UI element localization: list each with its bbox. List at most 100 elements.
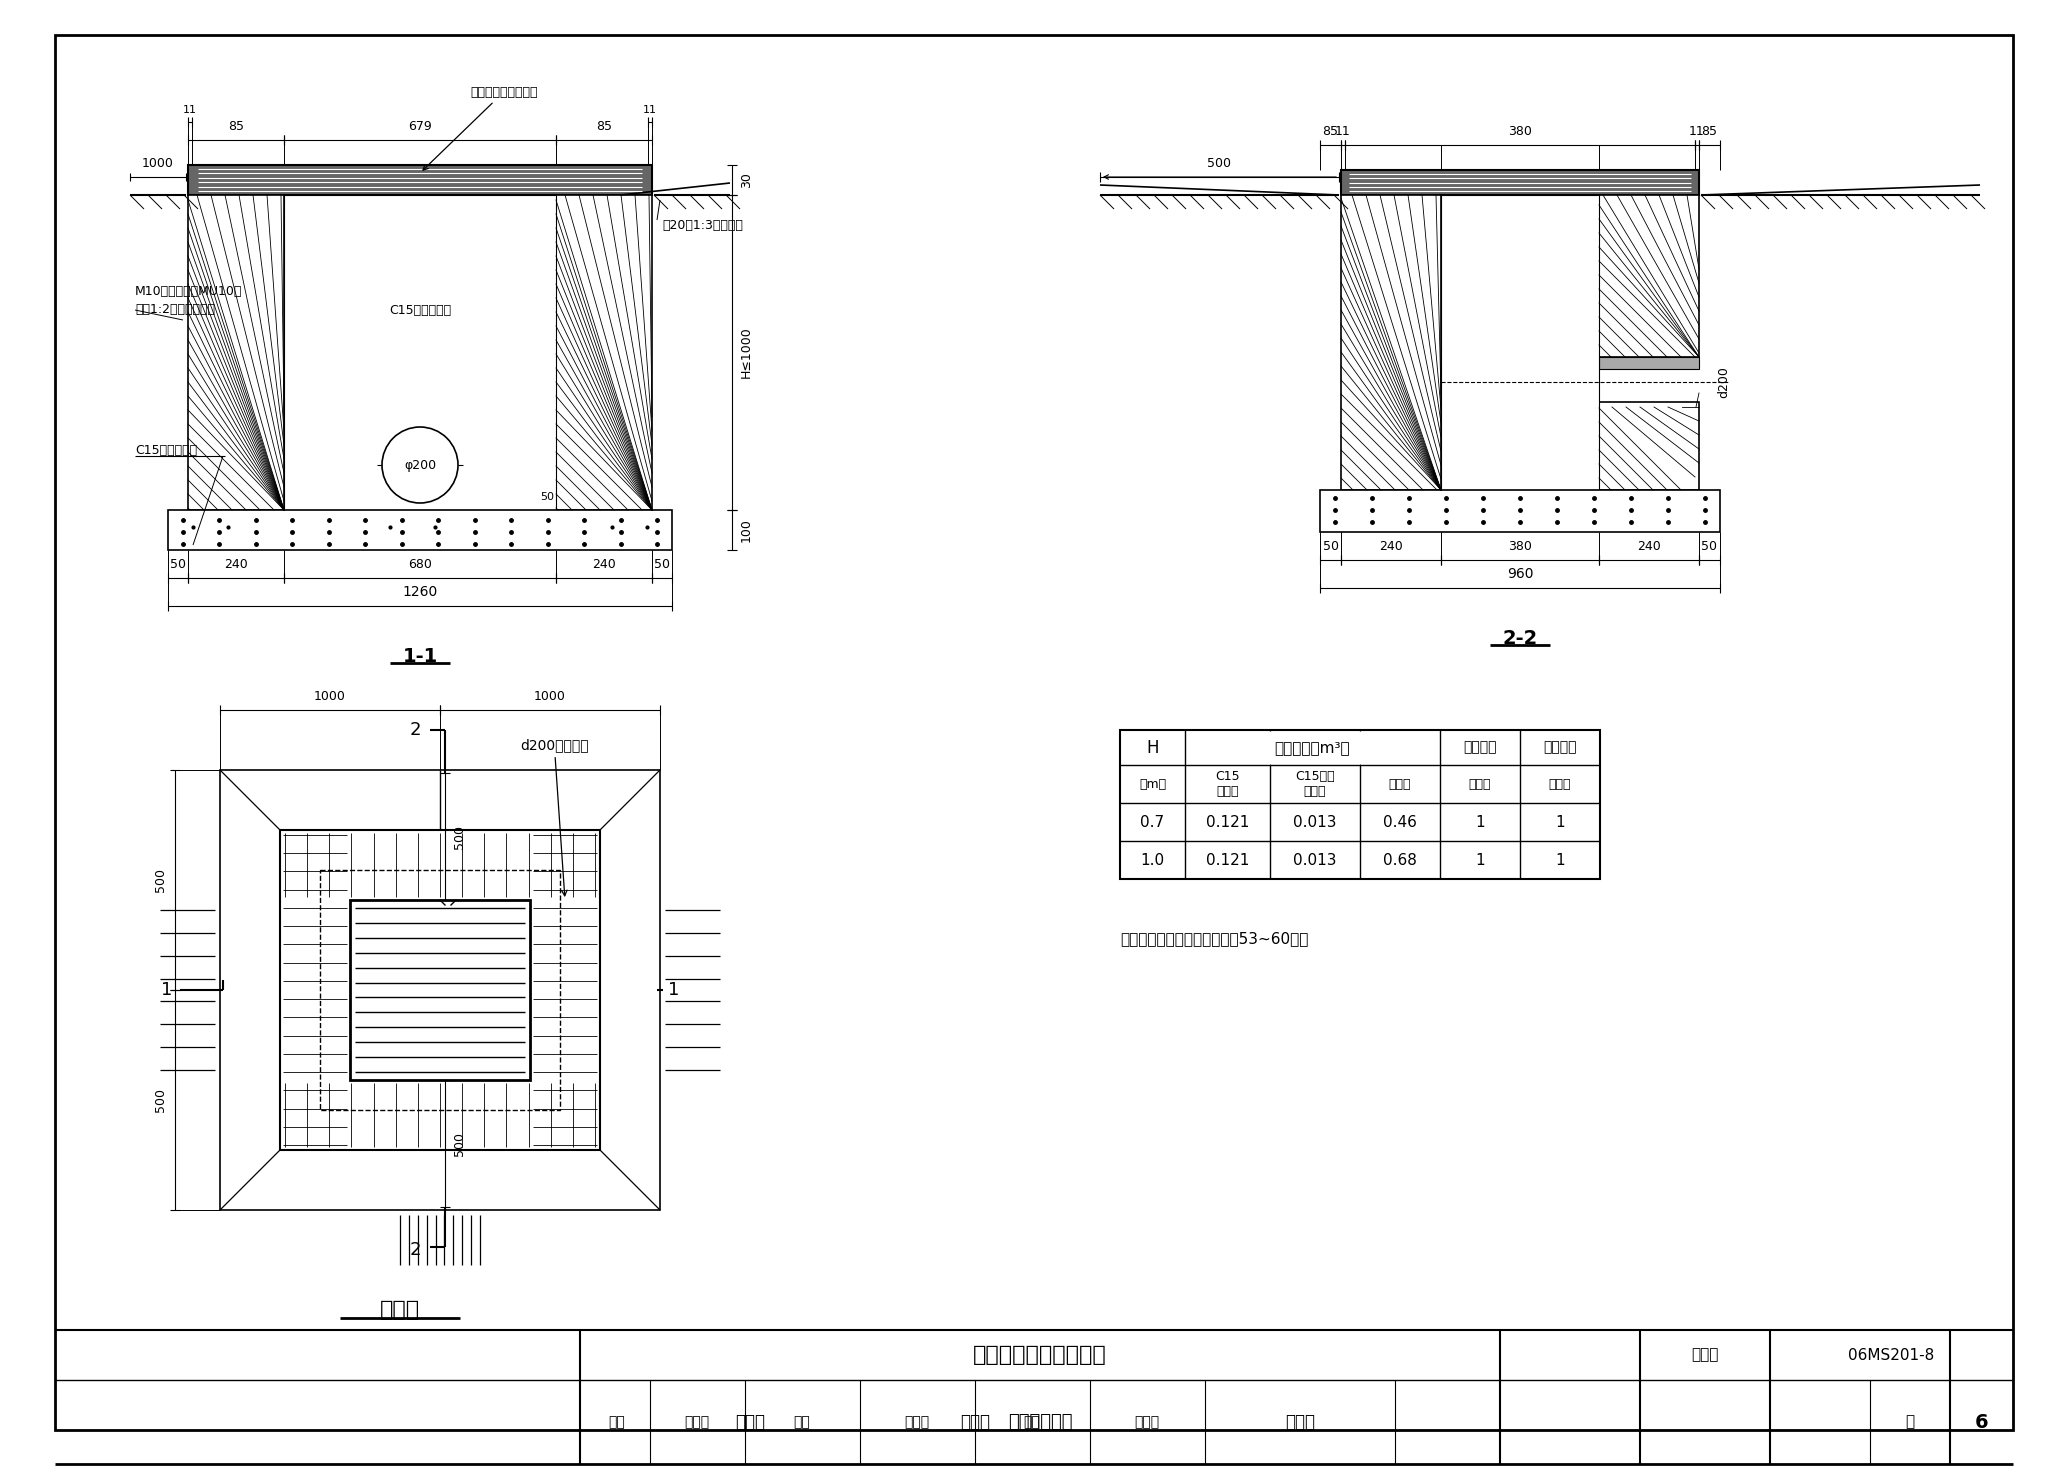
Text: 06MS201-8: 06MS201-8 <box>1849 1347 1935 1362</box>
Text: 0.013: 0.013 <box>1292 852 1337 868</box>
Text: d200: d200 <box>1716 366 1731 398</box>
Text: 11: 11 <box>643 105 657 115</box>
Text: 50: 50 <box>653 559 670 570</box>
Text: 1000: 1000 <box>535 690 565 703</box>
Text: M10水泥砂浆砌MU10砖
墙内1:2水泥砂浆勾缝: M10水泥砂浆砌MU10砖 墙内1:2水泥砂浆勾缝 <box>135 284 242 315</box>
Text: 50: 50 <box>170 559 186 570</box>
Bar <box>188 195 285 510</box>
Bar <box>285 195 555 510</box>
Text: 1: 1 <box>160 982 172 999</box>
Text: 审核: 审核 <box>608 1415 625 1428</box>
Text: 刘恒山: 刘恒山 <box>735 1414 766 1431</box>
Text: （铸铁井圈）: （铸铁井圈） <box>1008 1414 1073 1431</box>
Text: 0.46: 0.46 <box>1382 815 1417 830</box>
Bar <box>1599 402 1700 489</box>
Text: 工程数量（m³）: 工程数量（m³） <box>1274 740 1350 755</box>
Bar <box>1321 489 1720 532</box>
Text: 11: 11 <box>1335 125 1352 139</box>
Text: 240: 240 <box>592 559 616 570</box>
Text: 0.121: 0.121 <box>1206 815 1249 830</box>
Text: 说明：井圈及算子见本图集第53~60页。: 说明：井圈及算子见本图集第53~60页。 <box>1120 932 1309 946</box>
Text: 砖砌平算式单算雨水口: 砖砌平算式单算雨水口 <box>973 1344 1106 1365</box>
Bar <box>188 165 651 195</box>
Text: 50: 50 <box>541 492 555 503</box>
Bar <box>319 870 559 1110</box>
Bar <box>168 510 672 550</box>
Text: （m）: （m） <box>1139 777 1165 790</box>
Text: 500: 500 <box>154 868 168 892</box>
Text: 100: 100 <box>739 517 754 542</box>
Text: 王儒山: 王儒山 <box>684 1415 709 1428</box>
Text: 380: 380 <box>1507 539 1532 553</box>
Text: 85: 85 <box>1323 125 1339 139</box>
Text: 1000: 1000 <box>141 158 174 170</box>
Text: H≤1000: H≤1000 <box>739 327 754 379</box>
Text: φ200: φ200 <box>403 458 436 472</box>
Text: 铸铁井圈: 铸铁井圈 <box>1544 740 1577 755</box>
Text: 0.013: 0.013 <box>1292 815 1337 830</box>
Text: 11: 11 <box>1690 125 1704 139</box>
Text: 11: 11 <box>182 105 197 115</box>
Circle shape <box>383 427 459 503</box>
Text: 温丽晖: 温丽晖 <box>1135 1415 1159 1428</box>
Text: 平面图: 平面图 <box>381 1300 420 1321</box>
Text: 85: 85 <box>227 119 244 133</box>
Text: 0.7: 0.7 <box>1141 815 1165 830</box>
Text: 85: 85 <box>596 119 612 133</box>
Text: 1260: 1260 <box>401 585 438 598</box>
Text: C15细石
混凝土: C15细石 混凝土 <box>1294 769 1335 797</box>
Text: 85: 85 <box>1702 125 1718 139</box>
Bar <box>350 901 530 1080</box>
Text: 2: 2 <box>410 721 420 738</box>
Text: 1: 1 <box>1475 852 1485 868</box>
Text: 679: 679 <box>408 119 432 133</box>
Text: 1.0: 1.0 <box>1141 852 1165 868</box>
Text: 380: 380 <box>1507 125 1532 139</box>
Bar <box>1120 730 1599 879</box>
Text: 680: 680 <box>408 559 432 570</box>
Text: 50: 50 <box>1323 539 1339 553</box>
Text: 240: 240 <box>1378 539 1403 553</box>
Text: C15混凝土基础: C15混凝土基础 <box>135 444 197 457</box>
Text: 校对: 校对 <box>795 1415 811 1428</box>
Text: 1: 1 <box>1554 852 1565 868</box>
Text: 30: 30 <box>739 172 754 189</box>
Text: 页: 页 <box>1905 1415 1915 1430</box>
Text: 1: 1 <box>1554 815 1565 830</box>
Text: 960: 960 <box>1507 567 1534 581</box>
Bar <box>1599 357 1700 368</box>
Text: 500: 500 <box>453 824 467 849</box>
Text: 铸铁井圈及铸铁算子: 铸铁井圈及铸铁算子 <box>424 85 537 170</box>
Text: 240: 240 <box>1636 539 1661 553</box>
Bar <box>281 830 600 1150</box>
Text: 2-2: 2-2 <box>1503 628 1538 647</box>
Text: C15细石混凝土: C15细石混凝土 <box>389 304 451 317</box>
Text: 0.121: 0.121 <box>1206 852 1249 868</box>
Text: 鸿工华: 鸿工华 <box>1284 1414 1315 1431</box>
Text: 1: 1 <box>1475 815 1485 830</box>
Text: 1-1: 1-1 <box>401 647 438 665</box>
Bar <box>1341 170 1700 195</box>
Text: 0.68: 0.68 <box>1382 852 1417 868</box>
Bar <box>555 195 651 510</box>
Text: 盛奕节: 盛奕节 <box>905 1415 930 1428</box>
Text: 张美节: 张美节 <box>961 1414 989 1431</box>
Text: 砖砌体: 砖砌体 <box>1389 777 1411 790</box>
Text: 1000: 1000 <box>313 690 346 703</box>
Bar <box>219 769 659 1210</box>
Text: 500: 500 <box>453 1132 467 1156</box>
Text: 铸铁算子: 铸铁算子 <box>1462 740 1497 755</box>
Text: 500: 500 <box>1208 158 1231 170</box>
Text: 座20厚1:3水泥砂浆: 座20厚1:3水泥砂浆 <box>662 218 743 231</box>
Text: 设计: 设计 <box>1024 1415 1040 1428</box>
Text: 2: 2 <box>410 1241 420 1259</box>
Text: d200雨水口管: d200雨水口管 <box>520 738 588 896</box>
Text: C15
混凝土: C15 混凝土 <box>1214 769 1239 797</box>
Bar <box>1442 195 1599 489</box>
Text: （个）: （个） <box>1468 777 1491 790</box>
Text: 6: 6 <box>1974 1412 1989 1431</box>
Text: 240: 240 <box>223 559 248 570</box>
Text: （个）: （个） <box>1548 777 1571 790</box>
Text: 50: 50 <box>1702 539 1718 553</box>
Text: 500: 500 <box>154 1088 168 1111</box>
